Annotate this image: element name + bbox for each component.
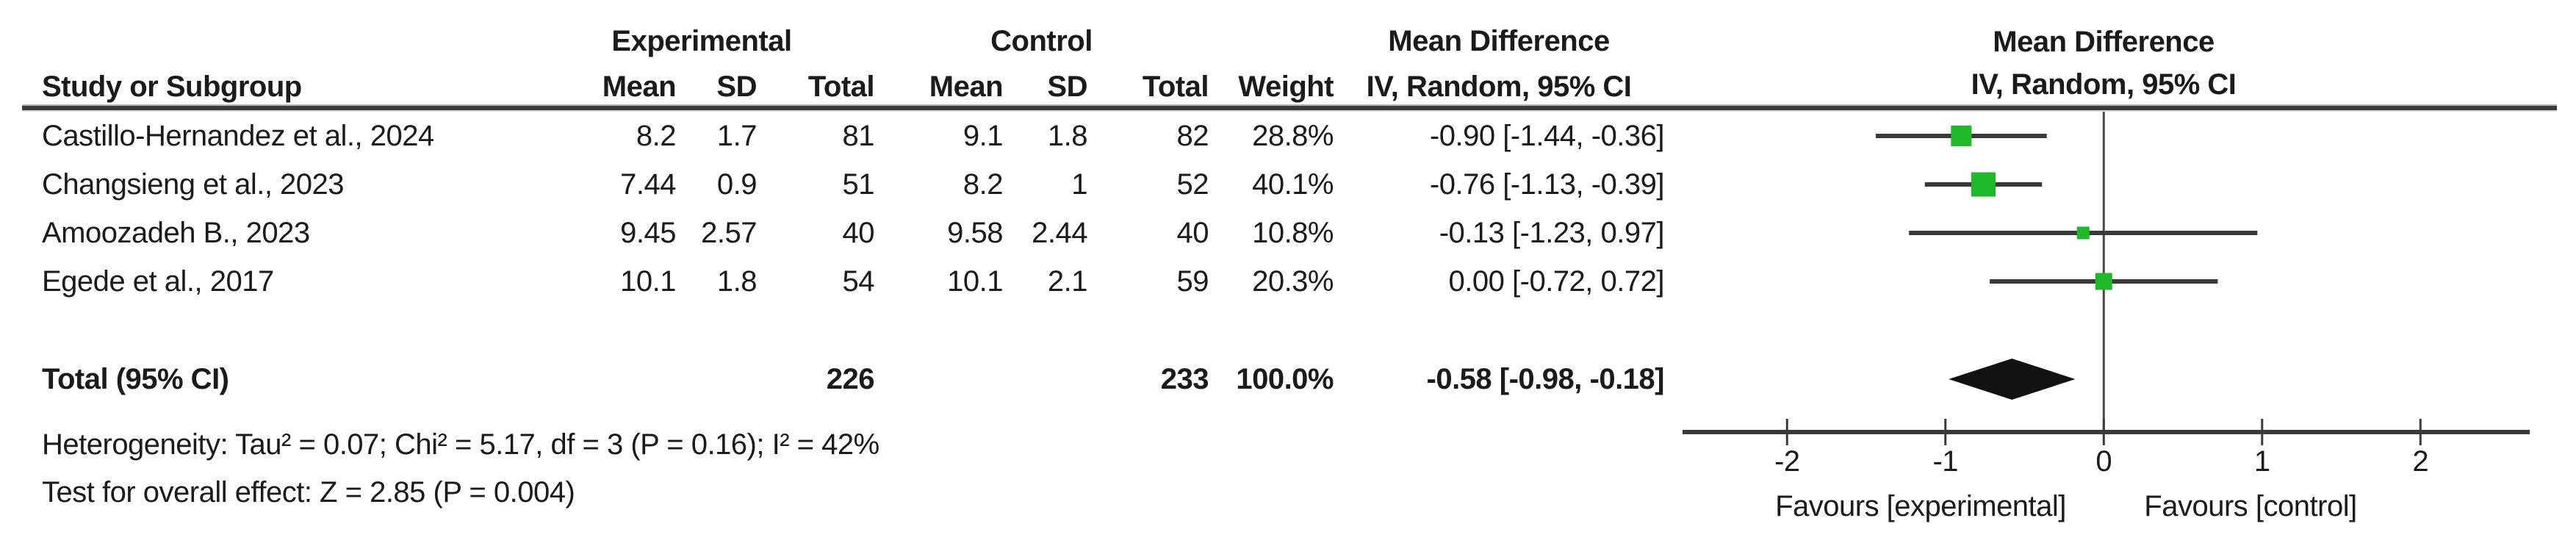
exp-sd: 2.57 — [701, 216, 757, 249]
plot-subtitle: IV, Random, 95% CI — [1971, 68, 2237, 101]
exp-sd: 1.8 — [716, 265, 758, 298]
spacer-row — [42, 306, 1664, 355]
spacer-cell — [42, 0, 529, 62]
ctrl-sd: 1.8 — [1047, 119, 1088, 152]
spacer-cell — [1003, 355, 1087, 403]
ctrl-total-header: Total — [1142, 71, 1209, 103]
weight-value: 40.1% — [1252, 168, 1334, 201]
overall-effect-stats: Test for overall effect: Z = 2.85 (P = 0… — [42, 475, 575, 508]
favours-experimental-label: Favours [experimental] — [1775, 490, 2066, 522]
md-ci-text: -0.90 [-1.44, -0.36] — [1429, 119, 1665, 152]
summary-table: Experimental Control Mean Difference Stu… — [42, 0, 1665, 403]
exp-total: 40 — [842, 216, 875, 249]
total-diamond — [1949, 359, 2076, 400]
study-name: Egede et al., 2017 — [42, 265, 274, 298]
exp-mean-header: Mean — [602, 71, 677, 103]
ctrl-mean: 9.58 — [947, 216, 1003, 249]
ci-method-column-header: IV, Random, 95% CI — [1366, 71, 1632, 103]
exp-sd: 0.9 — [716, 168, 758, 201]
x-axis-line — [1683, 430, 2530, 434]
study-name: Changsieng et al., 2023 — [42, 168, 345, 201]
total-weight: 100.0% — [1236, 362, 1334, 395]
total-exp-n: 226 — [826, 362, 875, 395]
x-axis-tick — [1944, 419, 1947, 445]
ctrl-sd-header: SD — [1047, 71, 1087, 103]
heterogeneity-stats: Heterogeneity: Tau² = 0.07; Chi² = 5.17,… — [42, 428, 879, 461]
ctrl-mean: 9.1 — [963, 119, 1004, 152]
effect-square — [1951, 126, 1972, 146]
x-axis-tick — [1785, 419, 1788, 445]
study-name: Castillo-Hernandez et al., 2024 — [42, 119, 434, 152]
ctrl-sd: 2.1 — [1047, 265, 1088, 298]
effect-square — [1971, 172, 1996, 197]
spacer-cell — [874, 355, 1003, 403]
plot-title: Mean Difference — [1993, 26, 2215, 58]
zero-line — [2102, 112, 2105, 432]
ctrl-total: 40 — [1176, 216, 1209, 249]
md-ci-text: -0.76 [-1.13, -0.39] — [1429, 168, 1665, 201]
ctrl-sd: 2.44 — [1032, 216, 1087, 249]
total-ctrl-n: 233 — [1160, 362, 1209, 395]
ci-line — [1990, 279, 2218, 284]
weight-value: 20.3% — [1252, 265, 1334, 298]
x-axis-tick-label: -2 — [1774, 445, 1800, 478]
exp-mean: 10.1 — [620, 265, 676, 298]
spacer-cell — [1209, 0, 1334, 62]
mean-difference-column-header: Mean Difference — [1388, 25, 1610, 57]
study-column-header: Study or Subgroup — [42, 71, 302, 103]
weight-value: 10.8% — [1252, 216, 1334, 249]
x-axis-tick-label: 2 — [2412, 445, 2429, 478]
ci-line — [1909, 231, 2258, 235]
exp-mean: 9.45 — [620, 216, 676, 249]
ctrl-mean: 8.2 — [963, 168, 1004, 201]
x-axis-tick — [2419, 419, 2422, 445]
exp-mean: 7.44 — [620, 168, 676, 201]
x-axis-tick — [2102, 419, 2105, 445]
exp-total: 54 — [842, 265, 875, 298]
ci-line — [1924, 182, 2043, 187]
study-name: Amoozadeh B., 2023 — [42, 216, 310, 249]
exp-sd-header: SD — [716, 71, 757, 103]
spacer-cell — [676, 355, 757, 403]
ctrl-total: 52 — [1176, 168, 1209, 201]
experimental-group-header: Experimental — [611, 25, 792, 57]
weight-column-header: Weight — [1238, 71, 1334, 103]
effect-square — [2095, 273, 2112, 290]
exp-sd: 1.7 — [716, 119, 758, 152]
total-label: Total (95% CI) — [42, 362, 229, 395]
total-md-ci-text: -0.58 [-0.98, -0.18] — [1426, 362, 1665, 395]
md-ci-text: -0.13 [-1.23, 0.97] — [1439, 216, 1665, 249]
weight-value: 28.8% — [1252, 119, 1334, 152]
md-ci-text: 0.00 [-0.72, 0.72] — [1448, 265, 1665, 298]
ctrl-mean-header: Mean — [929, 71, 1004, 103]
exp-total: 51 — [842, 168, 875, 201]
x-axis-tick-label: 0 — [2095, 445, 2112, 478]
ci-line — [1875, 134, 2047, 138]
ctrl-sd: 1 — [1071, 168, 1087, 201]
control-group-header: Control — [990, 25, 1093, 57]
ctrl-mean: 10.1 — [947, 265, 1003, 298]
exp-total: 81 — [842, 119, 875, 152]
header-separator-line — [22, 106, 2557, 110]
ctrl-total: 82 — [1176, 119, 1209, 152]
spacer-cell — [529, 355, 676, 403]
x-axis-tick-label: -1 — [1932, 445, 1959, 478]
effect-square — [2076, 226, 2090, 240]
favours-control-label: Favours [control] — [2144, 490, 2357, 522]
x-axis-tick-label: 1 — [2253, 445, 2270, 478]
exp-total-header: Total — [807, 71, 875, 103]
x-axis-tick — [2261, 419, 2264, 445]
ctrl-total: 59 — [1176, 265, 1209, 298]
exp-mean: 8.2 — [636, 119, 677, 152]
